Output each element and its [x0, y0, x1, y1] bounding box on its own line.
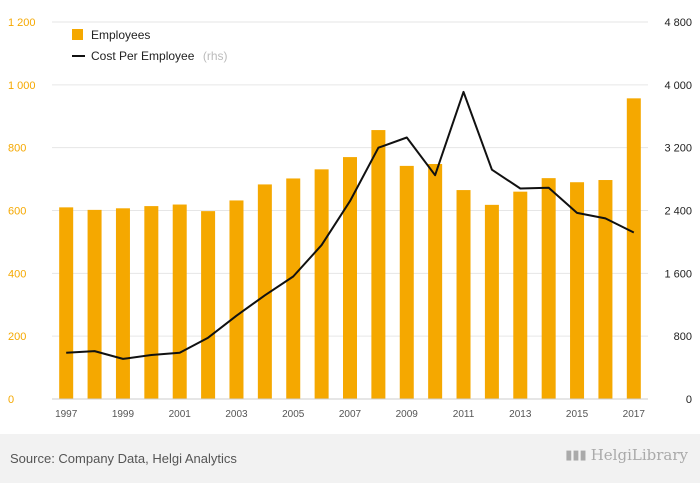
- bar-2002: [201, 211, 216, 399]
- x-tick-label: 2001: [169, 409, 192, 420]
- left-tick-label: 200: [8, 331, 26, 343]
- bar-2008: [371, 130, 386, 399]
- left-tick-label: 800: [8, 143, 26, 155]
- bar-2006: [314, 169, 329, 399]
- x-axis-ticks: 1997 1999 2001 2003 2005 2007 2009 2011 2013 2015…: [52, 398, 648, 420]
- bar-2007: [343, 157, 357, 399]
- source-text: Source: Company Data, Helgi Analytics: [10, 451, 237, 466]
- bar-2004: [257, 184, 272, 399]
- bar-2013: [513, 191, 528, 399]
- bookshelf-icon: ▮▮▮: [565, 447, 587, 463]
- bar-2012: [484, 204, 499, 399]
- svg-text:Cost Per Employee (rhs): Cost Per Employee (rhs): [91, 47, 228, 64]
- bar-2017: [626, 98, 641, 399]
- bar-2015: [570, 182, 585, 399]
- x-tick-label: 2007: [339, 409, 362, 420]
- right-tick-label: 1 600: [664, 268, 692, 280]
- bar-2014: [541, 178, 556, 399]
- bar-1998: [87, 209, 102, 399]
- x-tick-label: 2015: [566, 409, 589, 420]
- bar-2000: [144, 206, 159, 399]
- x-tick-label: 2003: [225, 409, 248, 420]
- bar-2010: [428, 164, 443, 399]
- left-tick-label: 1 200: [8, 17, 36, 29]
- cost-per-employee-line: [66, 90, 635, 360]
- legend-swatch-employees: [72, 29, 83, 40]
- bar-1999: [115, 208, 130, 399]
- right-axis-ticks: 0 800 1 600 2 400 3 200 4 000 4 800: [664, 17, 692, 406]
- x-tick-label: 1999: [112, 409, 135, 420]
- legend: Employees Cost Per Employee (rhs): [72, 28, 228, 64]
- right-tick-label: 4 800: [664, 17, 692, 29]
- legend-label-cost-per-employee: Cost Per Employee: [91, 49, 195, 63]
- bar-2001: [172, 204, 187, 399]
- legend-label-rhs: (rhs): [203, 49, 228, 63]
- right-tick-label: 2 400: [664, 206, 692, 218]
- employees-bars: [59, 98, 641, 399]
- bar-2003: [229, 200, 244, 399]
- helgi-library-logo: ▮▮▮ HelgiLibrary: [565, 446, 688, 464]
- right-tick-label: 3 200: [664, 143, 692, 155]
- left-tick-label: 1 000: [8, 80, 36, 92]
- x-tick-label: 2011: [453, 409, 475, 420]
- x-tick-label: 2017: [623, 409, 646, 420]
- x-tick-label: 2009: [396, 409, 419, 420]
- bar-2011: [456, 190, 471, 399]
- bar-2009: [399, 165, 414, 399]
- right-tick-label: 0: [686, 394, 692, 406]
- left-tick-label: 600: [8, 206, 26, 218]
- bar-1997: [59, 207, 74, 399]
- bar-2005: [286, 178, 301, 399]
- logo-text: HelgiLibrary: [590, 446, 688, 464]
- x-tick-label: 2013: [509, 409, 532, 420]
- footer: [0, 434, 700, 483]
- x-tick-label: 2005: [282, 409, 305, 420]
- bar-2016: [598, 180, 613, 399]
- right-tick-label: 800: [674, 331, 692, 343]
- x-tick-label: 1997: [55, 409, 78, 420]
- left-tick-label: 0: [8, 394, 14, 406]
- chart: 0 200 400 600 800 1 000 1 200 0 800 1 600 2 400 3 …: [8, 17, 692, 420]
- legend-label-employees: Employees: [91, 28, 150, 42]
- left-tick-label: 400: [8, 268, 26, 280]
- left-axis-ticks: 0 200 400 600 800 1 000 1 200: [8, 17, 36, 406]
- right-tick-label: 4 000: [664, 80, 692, 92]
